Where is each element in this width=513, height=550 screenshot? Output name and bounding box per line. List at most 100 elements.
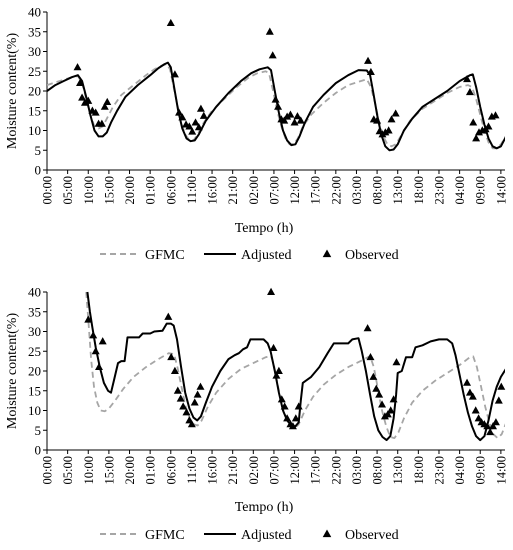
y-axis-label: Moisture content(%) [5,33,20,150]
observed-point [73,63,82,71]
x-tick-label: 12:00 [288,456,302,484]
observed-point [497,382,506,390]
observed-point [265,27,274,35]
plot-area [85,291,505,442]
observed-point [280,116,289,124]
observed-point [194,123,203,131]
observed-point [296,116,305,124]
x-tick-label: 21:00 [226,176,240,204]
y-tick-label: 5 [35,423,42,438]
x-tick-label: 04:00 [453,176,467,204]
observed-point [199,111,208,119]
x-tick-label: 21:00 [226,456,240,484]
observed-point [489,422,498,430]
observed-point [176,394,185,402]
observed-point [167,352,176,361]
observed-point [89,331,98,339]
observed-point [286,110,295,118]
x-tick-label: 08:00 [371,176,385,204]
x-tick-label: 05:00 [61,176,75,204]
observed-point [268,51,277,59]
y-tick-label: 20 [28,84,41,99]
legend-label-adjusted: Adjusted [241,248,292,263]
x-tick-label: 18:00 [412,456,426,484]
x-tick-label: 20:00 [123,456,137,484]
x-tick-label: 11:00 [185,456,199,484]
observed-point [486,428,495,436]
observed-point [98,337,107,345]
x-tick-label: 23:00 [432,456,446,484]
observed-point [392,358,401,366]
observed-point [463,378,472,386]
x-tick-label: 06:00 [164,456,178,484]
y-tick-label: 10 [28,123,41,138]
x-tick-label: 15:00 [102,456,116,484]
legend-swatch-observed [322,249,332,258]
x-tick-label: 09:00 [474,176,488,204]
x-tick-label: 03:00 [350,456,364,484]
y-tick-label: 40 [28,285,41,300]
y-tick-label: 30 [28,44,41,59]
observed-point [182,408,191,416]
x-tick-label: 01:00 [144,176,158,204]
y-tick-label: 35 [28,24,41,39]
x-tick-label: 18:00 [412,176,426,204]
observed-point [84,96,93,104]
observed-point [170,366,179,374]
observed-point [472,134,481,142]
observed-point [272,371,281,379]
x-tick-label: 04:00 [453,456,467,484]
x-axis-label: Tempo (h) [235,221,294,236]
observed-point [196,104,205,112]
x-tick-label: 11:00 [185,176,199,204]
observed-point [491,418,500,426]
x-tick-label: 14:00 [494,176,508,204]
y-tick-label: 15 [28,383,41,398]
observed-point [178,113,187,121]
x-tick-label: 07:00 [267,176,281,204]
observed-point [267,287,276,295]
series-line-adjusted [47,61,505,152]
observed-point [469,118,478,126]
observed-point [193,390,202,398]
y-tick-label: 15 [28,103,41,118]
observed-point [291,414,300,422]
observed-point [271,95,280,103]
observed-point [190,398,199,406]
x-tick-label: 15:00 [102,176,116,204]
observed-point [474,414,483,422]
observed-point [290,118,299,126]
observed-point [274,366,283,374]
x-tick-label: 20:00 [123,176,137,204]
y-tick-label: 30 [28,324,41,339]
observed-point [494,396,503,404]
y-axis-label: Moisture content(%) [5,313,20,430]
y-tick-label: 10 [28,403,41,418]
chart-panel-bottom: Moisture content(%) Tempo (h) GFMC Adjus… [5,285,508,544]
x-tick-label: 23:00 [432,176,446,204]
observed-point [471,406,480,414]
x-tick-label: 02:00 [247,456,261,484]
y-tick-label: 5 [35,143,42,158]
observed-point [94,362,103,370]
x-tick-label: 00:00 [41,456,55,484]
observed-point [103,97,112,105]
x-tick-label: 17:00 [309,176,323,204]
observed-point [363,324,372,332]
observed-point [375,390,384,398]
observed-point [465,87,474,96]
observed-point [364,56,373,64]
observed-point [293,112,302,120]
observed-point [283,112,292,120]
observed-point [175,108,184,116]
legend-swatch-observed [322,529,332,538]
observed-point [366,67,375,75]
observed-point [84,315,93,323]
observed-point [277,395,286,403]
observed-point [80,98,89,106]
x-tick-label: 01:00 [144,456,158,484]
observed-point [483,422,492,430]
observed-point [369,372,378,380]
x-tick-label: 08:00 [371,456,385,484]
